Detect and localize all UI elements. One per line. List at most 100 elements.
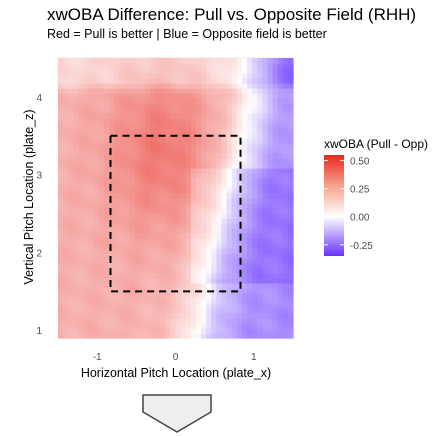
heatmap-cell [139,333,146,339]
heatmap-cell [119,233,126,239]
heatmap-cell [155,113,161,119]
heatmap-cell [63,253,69,259]
heatmap-cell [109,128,115,134]
heatmap-cell [216,138,223,144]
heatmap-cell [124,303,131,309]
heatmap-cell [236,228,243,234]
heatmap-cell [58,63,64,69]
heatmap-cell [231,148,238,154]
heatmap-cell [103,188,110,194]
heatmap-cell [165,313,171,319]
heatmap-cell [83,328,90,334]
heatmap-cell [195,93,202,99]
heatmap-cell [287,63,294,69]
heatmap-cell [226,278,233,284]
heatmap-cell [68,218,74,224]
heatmap-cell [103,213,110,219]
heatmap-cell [165,73,171,79]
heatmap-cell [124,73,131,79]
heatmap-cell [221,248,228,254]
heatmap-cell [190,223,197,229]
heatmap-cell [180,278,187,284]
heatmap-cell [252,278,258,284]
heatmap-cell [68,103,74,109]
heatmap-cell [236,263,243,269]
heatmap-cell [257,228,263,234]
heatmap-cell [272,123,279,129]
heatmap-cell [144,268,151,274]
heatmap-cell [155,168,161,174]
heatmap-cell [134,168,141,174]
heatmap-cell [149,98,156,104]
heatmap-cell [155,253,161,259]
heatmap-cell [175,258,182,264]
heatmap-cell [257,153,263,159]
heatmap-cell [257,313,263,319]
heatmap-cell [144,328,151,334]
heatmap-cell [241,88,248,94]
heatmap-cell [83,58,90,64]
heatmap-cell [68,68,74,74]
heatmap-cell [211,58,217,64]
heatmap-cell [190,258,197,264]
heatmap-cell [149,243,156,249]
heatmap-cell [129,303,136,309]
heatmap-cell [262,83,269,89]
heatmap-cell [134,238,141,244]
heatmap-cell [119,218,126,224]
heatmap-cell [83,73,90,79]
heatmap-cell [93,323,100,329]
heatmap-cell [201,128,207,134]
heatmap-cell [144,103,151,109]
heatmap-cell [155,243,161,249]
heatmap-cell [170,88,177,94]
heatmap-cell [257,243,263,249]
heatmap-cell [58,158,64,164]
heatmap-cell [139,328,146,334]
heatmap-cell [93,78,100,84]
heatmap-cell [149,83,156,89]
heatmap-cell [221,158,228,164]
heatmap-cell [119,173,126,179]
heatmap-cell [165,243,171,249]
heatmap-cell [139,193,146,199]
heatmap-cell [149,88,156,94]
heatmap-cell [272,268,279,274]
heatmap-cell [185,308,192,314]
heatmap-cell [201,78,207,84]
heatmap-cell [160,303,166,309]
heatmap-cell [58,83,64,89]
heatmap-cell [262,253,269,259]
heatmap-cell [78,228,85,234]
heatmap-cell [231,163,238,169]
heatmap-cell [206,63,212,69]
heatmap-cell [185,58,192,64]
heatmap-cell [241,163,248,169]
heatmap-cell [155,328,161,334]
heatmap-cell [262,103,269,109]
heatmap-cell [252,78,258,84]
heatmap-cell [201,113,207,119]
heatmap-cell [180,138,187,144]
heatmap-cell [195,293,202,299]
heatmap-cell [257,158,263,164]
heatmap-cell [180,263,187,269]
heatmap-cell [63,308,69,314]
heatmap-cell [185,263,192,269]
heatmap-cell [241,178,248,184]
heatmap-cell [180,328,187,334]
heatmap-cell [63,168,69,174]
heatmap-cell [134,198,141,204]
heatmap-cell [236,328,243,334]
heatmap-cell [124,273,131,279]
heatmap-cell [195,328,202,334]
heatmap-cell [129,198,136,204]
heatmap-cell [134,88,141,94]
heatmap-cell [282,88,289,94]
heatmap-cell [216,128,223,134]
heatmap-cell [109,63,115,69]
heatmap-cell [93,283,100,289]
heatmap-cell [109,73,115,79]
heatmap-cell [226,88,233,94]
heatmap-cell [109,103,115,109]
